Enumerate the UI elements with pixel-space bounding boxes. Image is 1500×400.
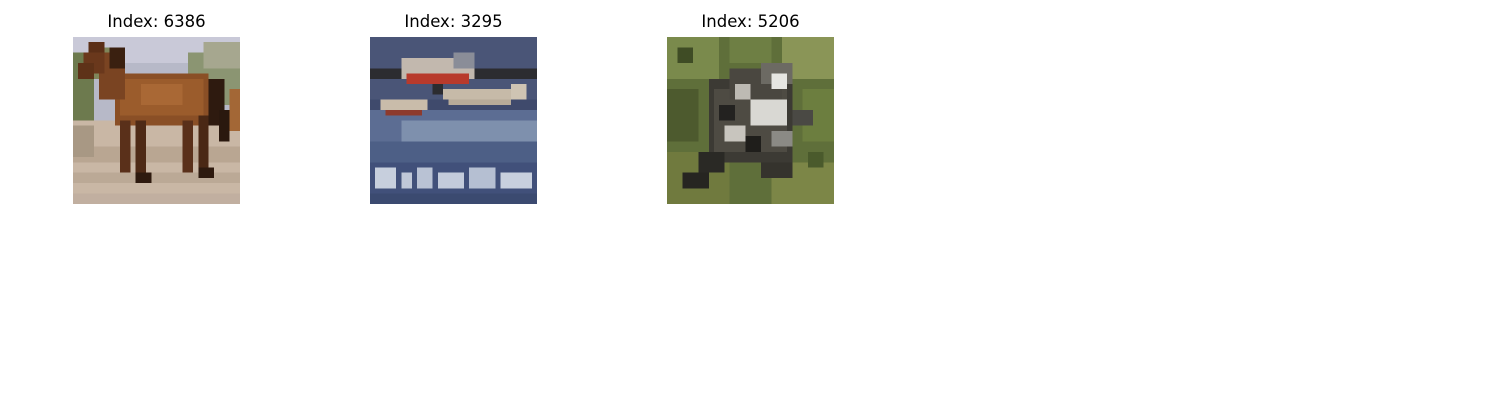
frog-image — [667, 37, 834, 204]
image-panel-2: Index: 3295 — [370, 0, 537, 210]
image-panel-3: Index: 5206 — [667, 0, 834, 210]
panel-title: Index: 6386 — [107, 12, 206, 31]
panel-title: Index: 5206 — [701, 12, 800, 31]
image-panel-1: Index: 6386 — [73, 0, 240, 210]
airplanes-image — [370, 37, 537, 204]
horse-image — [73, 37, 240, 204]
panel-title: Index: 3295 — [404, 12, 503, 31]
